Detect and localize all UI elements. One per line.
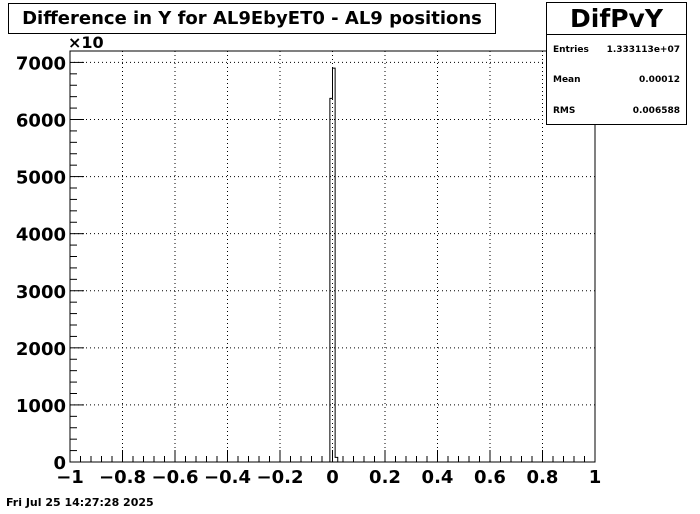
stats-value: 0.006588 [632,105,680,116]
stats-row-mean: Mean 0.00012 [547,65,686,95]
stats-row-entries: Entries 1.333113e+07 [547,35,686,65]
y-tick-label: 1000 [16,396,66,417]
stats-value: 0.00012 [639,75,680,86]
x-tick-label: −0.8 [99,467,146,488]
y-tick-label: 2000 [16,339,66,360]
x-tick-label: −0.2 [257,467,304,488]
timestamp: Fri Jul 25 14:27:28 2025 [6,496,154,509]
stats-label: RMS [553,105,576,116]
x-tick-label: 0.4 [422,467,454,488]
x-tick-label: 0.6 [474,467,506,488]
x-tick-label: 0.8 [527,467,559,488]
y-tick-label: 3000 [16,282,66,303]
x-tick-label: −0.4 [204,467,251,488]
histogram-series [327,67,341,463]
chart-title: Difference in Y for AL9EbyET0 - AL9 posi… [8,3,496,34]
stats-row-rms: RMS 0.006588 [547,96,686,126]
x-tick-label: 0.2 [369,467,401,488]
stats-label: Entries [553,45,589,56]
stats-label: Mean [553,75,581,86]
axis-ticks [69,50,596,463]
x-tick-label: 1 [589,467,602,488]
y-tick-label: 6000 [16,111,66,132]
x-tick-label: −0.6 [152,467,199,488]
x-tick-label: 0 [326,467,339,488]
x-tick-label: −1 [56,467,84,488]
stats-histogram-name: DifPvY [547,3,686,35]
plot-frame [69,50,596,463]
stats-value: 1.333113e+07 [606,45,680,56]
x-axis-tick-labels: −1 −0.8 −0.6 −0.4 −0.2 0 0.2 0.4 0.6 0.8 1 [56,467,601,488]
y-axis-tick-labels: 0 1000 2000 3000 4000 5000 6000 7000 [16,53,66,474]
stats-box: DifPvY Entries 1.333113e+07 Mean 0.00012… [546,2,687,125]
y-tick-label: 5000 [16,168,66,189]
y-tick-label: 4000 [16,225,66,246]
y-tick-label: 0 [53,453,66,474]
y-axis-multiplier: ×10 [68,33,104,52]
grid-lines [70,51,595,462]
y-tick-label: 7000 [16,53,66,74]
